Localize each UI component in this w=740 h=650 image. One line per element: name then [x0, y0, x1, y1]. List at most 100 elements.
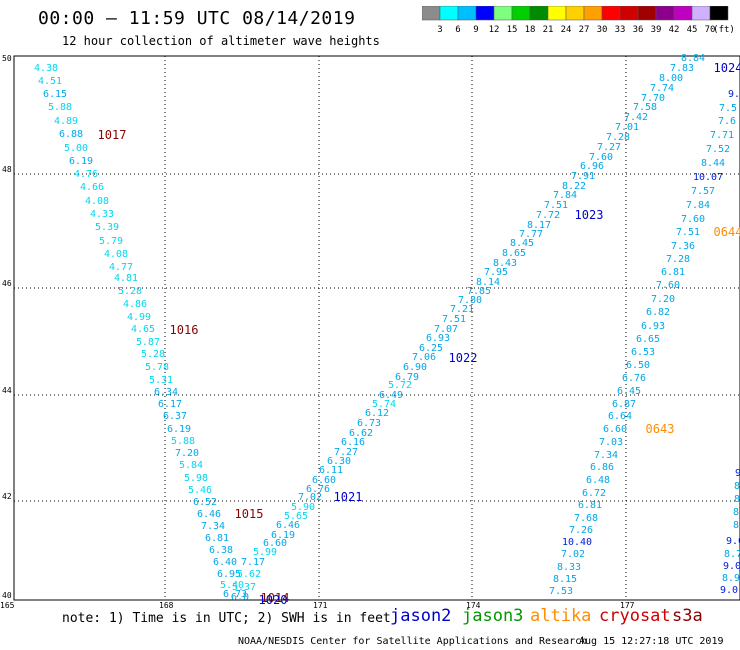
wave-height-value: 5.98	[184, 473, 208, 484]
wave-height-value: 8	[734, 481, 740, 492]
wave-height-value: 8.22	[562, 181, 586, 192]
latitude-tick-label: 50	[2, 54, 12, 63]
wave-height-value: 7.20	[175, 448, 199, 459]
wave-height-value: 6.16	[341, 437, 365, 448]
wave-height-value: 6.87	[612, 399, 636, 410]
wave-height-value: 4.99	[127, 312, 151, 323]
wave-height-value: 5.62	[237, 569, 261, 580]
wave-height-value: 6.53	[631, 347, 655, 358]
wave-height-value: 7.83	[670, 63, 694, 74]
latitude-tick-label: 42	[2, 492, 12, 501]
latitude-tick-label: 44	[2, 386, 12, 395]
page-subtitle: 12 hour collection of altimeter wave hei…	[62, 34, 380, 48]
wave-height-value: 6.90	[403, 362, 427, 373]
credit-text: NOAA/NESDIS Center for Satellite Applica…	[238, 636, 588, 647]
wave-height-value: 7.27	[597, 142, 621, 153]
longitude-tick-label: 165	[0, 601, 15, 608]
wave-height-value: 6.34	[154, 387, 178, 398]
wave-height-value: 8.17	[527, 220, 551, 231]
wave-height-value: 4.33	[90, 209, 114, 220]
wave-height-value: 7.52	[706, 144, 730, 155]
wave-height-value: 8.84	[681, 53, 705, 64]
wave-height-value: 6.81	[661, 267, 685, 278]
wave-height-value: 7.17	[241, 557, 265, 568]
wave-height-value: 6.62	[349, 428, 373, 439]
track-time-label: 1020	[259, 593, 288, 607]
wave-height-value: 6.73	[357, 418, 381, 429]
colorbar-label: 12	[489, 25, 500, 35]
colorbar-label: 33	[615, 25, 626, 35]
wave-height-value: 6.73	[223, 589, 247, 600]
wave-height-value: 7.68	[574, 513, 598, 524]
colorbar-label: 15	[507, 25, 518, 35]
wave-height-value: 4.08	[85, 196, 109, 207]
color-scale-legend: 3 6 9 12 15 18 21 24 27 30 33 36 39 42 45 70(ft)	[422, 6, 734, 35]
generated-timestamp: Aug 15 12:27:18 UTC 2019	[579, 636, 724, 647]
track-time-label: 1023	[575, 208, 604, 222]
wave-height-value: 6.76	[306, 484, 330, 495]
wave-height-value: 7.95	[484, 267, 508, 278]
wave-height-value: 7.26	[569, 525, 593, 536]
satellite-jason3-legend: jason3	[462, 606, 524, 626]
wave-height-value: 7.70	[641, 93, 665, 104]
wave-height-value: 7.21	[450, 304, 474, 315]
wave-height-value: 7.80	[458, 295, 482, 306]
wave-height-value: 6.19	[69, 156, 93, 167]
wave-height-value: 6.37	[163, 411, 187, 422]
wave-height-value: 7.84	[686, 200, 710, 211]
wave-height-value: 7.77	[519, 229, 543, 240]
note-text: note: 1) Time is in UTC; 2) SWH is in fe…	[62, 611, 391, 626]
wave-height-value: 7.58	[633, 102, 657, 113]
wave-height-value: 4.65	[131, 324, 155, 335]
wave-height-value: 5.72	[388, 380, 412, 391]
wave-height-value: 5.84	[179, 460, 203, 471]
wave-height-value: 6.96	[580, 161, 604, 172]
wave-height-value: 7.07	[434, 324, 458, 335]
wave-height-value: 7.42	[624, 112, 648, 123]
wave-height-value: 8.43	[493, 258, 517, 269]
longitude-tick-label: 171	[313, 601, 328, 608]
wave-height-value: 4.77	[109, 262, 133, 273]
wave-height-value: 9.0	[720, 585, 738, 596]
colorbar-label: 9	[473, 25, 478, 35]
wave-height-value: 6.48	[586, 475, 610, 486]
colorbar-label: 30	[597, 25, 608, 35]
wave-height-value: 9.0	[726, 536, 740, 547]
track-time-label: 1024	[714, 61, 740, 75]
wave-height-value: 6.19	[271, 530, 295, 541]
colorbar-unit: (ft)	[713, 25, 734, 35]
wave-height-value: 8.00	[659, 73, 683, 84]
wave-height-value: 7.91	[571, 171, 595, 182]
wave-height-value: 7.60	[589, 152, 613, 163]
wave-height-value: 7.85	[467, 286, 491, 297]
longitude-tick-label: 177	[620, 601, 635, 608]
wave-height-value: 7.60	[681, 214, 705, 225]
track-time-label: 1017	[98, 128, 127, 142]
wave-height-value: 7.34	[594, 450, 618, 461]
wave-height-value: 5.40	[220, 580, 244, 591]
longitude-tick-label: 174	[466, 601, 481, 608]
wave-height-value: 6.86	[590, 462, 614, 473]
wave-height-value: 4.89	[54, 116, 78, 127]
wave-height-value: 6.46	[276, 520, 300, 531]
wave-height-value: 7.36	[671, 241, 695, 252]
track-time-label: 1016	[170, 323, 199, 337]
wave-height-value: 5.78	[145, 362, 169, 373]
wave-height-value: 7.72	[536, 210, 560, 221]
map-frame	[13, 55, 740, 601]
wave-height-value: 5.37	[232, 582, 256, 593]
wave-height-value: 6.38	[209, 545, 233, 556]
wave-height-value: 7.57	[691, 186, 715, 197]
wave-height-value: 6.93	[426, 333, 450, 344]
wave-height-value: 6.65	[636, 334, 660, 345]
track-time-label: 0644	[714, 225, 740, 239]
colorbar-label: 18	[525, 25, 536, 35]
wave-height-value: 6.0	[231, 592, 249, 603]
wave-height-value: 6.15	[43, 89, 67, 100]
satellite-altika-legend: altika	[530, 606, 592, 626]
colorbar-label: 21	[543, 25, 554, 35]
wave-height-value: 7.51	[544, 200, 568, 211]
track-time-label: 1014	[261, 591, 290, 605]
wave-height-value: 6.93	[641, 321, 665, 332]
wave-height-value: 7.01	[615, 122, 639, 133]
